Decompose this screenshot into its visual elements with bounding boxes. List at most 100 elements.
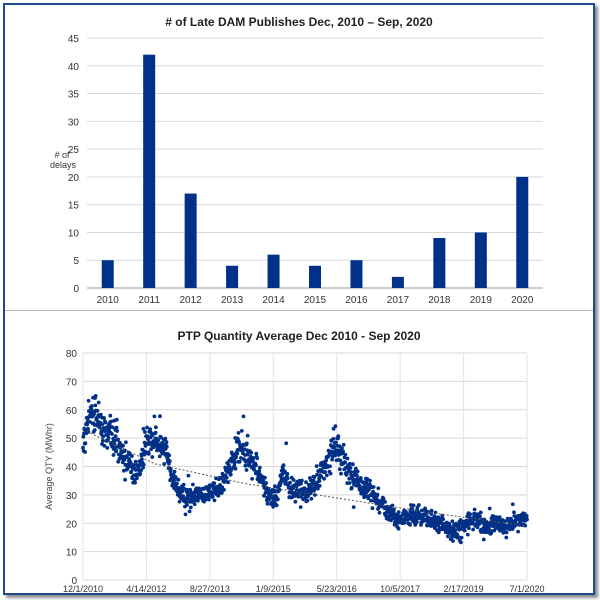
bar-2010	[101, 260, 114, 288]
scatter-xtick-label: 10/5/2017	[380, 584, 420, 593]
chart-divider	[5, 310, 593, 311]
scatter-point	[154, 425, 158, 430]
scatter-point	[128, 461, 133, 465]
scatter-point	[216, 493, 221, 498]
scatter-point	[141, 462, 146, 467]
scatter-point	[187, 509, 192, 514]
scatter-point	[512, 510, 516, 515]
scatter-point	[322, 476, 326, 481]
scatter-point	[276, 497, 280, 502]
scatter-point	[391, 510, 396, 515]
scatter-point	[106, 436, 111, 440]
scatter-point	[254, 463, 258, 468]
scatter-point	[186, 496, 191, 501]
scatter-xtick-label: 7/1/2020	[509, 584, 544, 593]
scatter-point	[83, 450, 87, 454]
scatter-point	[459, 540, 463, 545]
scatter-point	[163, 436, 168, 441]
scatter-point	[353, 466, 358, 471]
scatter-point	[243, 463, 248, 468]
scatter-point	[108, 413, 113, 418]
scatter-point	[304, 480, 308, 485]
scatter-point	[265, 501, 270, 506]
scatter-point	[418, 512, 422, 517]
scatter-point	[143, 430, 147, 434]
scatter-point	[319, 474, 324, 479]
scatter-point	[164, 444, 169, 449]
scatter-point	[239, 429, 244, 433]
scatter-point	[343, 460, 347, 465]
scatter-point	[328, 471, 333, 476]
bar-2018	[433, 238, 446, 288]
scatter-point	[224, 475, 229, 480]
scatter-point	[135, 476, 139, 481]
scatter-point	[411, 503, 416, 508]
scatter-point	[417, 503, 421, 507]
scatter-point	[366, 496, 371, 501]
chart-frame: # of Late DAM Publishes Dec, 2010 – Sep,…	[3, 3, 595, 595]
scatter-point	[97, 425, 102, 430]
scatter-point	[284, 441, 289, 446]
scatter-point	[328, 464, 332, 469]
scatter-point	[244, 468, 249, 472]
scatter-point	[371, 485, 376, 489]
scatter-point	[345, 456, 350, 461]
scatter-point	[168, 467, 173, 472]
scatter-point	[102, 416, 106, 420]
bar-ytick-label: 25	[68, 145, 80, 156]
scatter-point	[114, 425, 119, 430]
scatter-point	[254, 451, 259, 456]
scatter-point	[370, 506, 375, 511]
scatter-point	[334, 440, 338, 445]
scatter-point	[451, 539, 455, 543]
scatter-ytick-label: 10	[66, 548, 78, 559]
scatter-point	[102, 443, 107, 448]
scatter-point	[141, 465, 146, 470]
scatter-point	[249, 450, 254, 455]
scatter-chart-title: PTP Quantity Average Dec 2010 - Sep 2020	[177, 329, 421, 343]
scatter-point	[153, 430, 158, 435]
scatter-point	[207, 497, 211, 502]
scatter-point	[363, 494, 368, 499]
scatter-point	[81, 434, 86, 439]
bar-ytick-label: 40	[68, 62, 80, 73]
scatter-point	[503, 519, 507, 524]
bar-xtick-label: 2019	[470, 295, 493, 305]
bar-2014	[267, 254, 280, 288]
scatter-point	[113, 434, 118, 439]
scatter-point	[252, 467, 257, 472]
scatter-point	[296, 494, 301, 499]
scatter-point	[525, 517, 529, 522]
scatter-point	[103, 420, 108, 425]
scatter-point	[191, 482, 195, 487]
scatter-point	[299, 481, 303, 486]
scatter-point	[324, 458, 329, 463]
bar-ytick-label: 0	[73, 284, 79, 295]
bar-2016	[350, 260, 363, 288]
scatter-point	[309, 496, 314, 501]
bar-2012	[184, 193, 197, 288]
scatter-point	[228, 472, 233, 477]
scatter-point	[92, 428, 97, 432]
scatter-point	[152, 414, 157, 419]
scatter-point	[392, 507, 396, 512]
scatter-point	[93, 394, 98, 398]
scatter-point	[462, 528, 467, 533]
bar-2019	[474, 232, 487, 288]
scatter-point	[396, 526, 401, 531]
scatter-point	[234, 454, 239, 459]
scatter-point	[459, 535, 464, 540]
scatter-point	[181, 494, 186, 498]
scatter-point	[148, 427, 153, 431]
scatter-point	[336, 434, 341, 439]
scatter-point	[81, 445, 85, 450]
scatter-point	[164, 440, 169, 444]
scatter-point	[157, 454, 162, 459]
bar-ytick-label: 45	[68, 34, 80, 45]
scatter-point	[510, 502, 515, 507]
scatter-point	[339, 471, 343, 476]
scatter-point	[185, 503, 189, 507]
scatter-point	[348, 470, 353, 474]
scatter-point	[98, 412, 103, 417]
